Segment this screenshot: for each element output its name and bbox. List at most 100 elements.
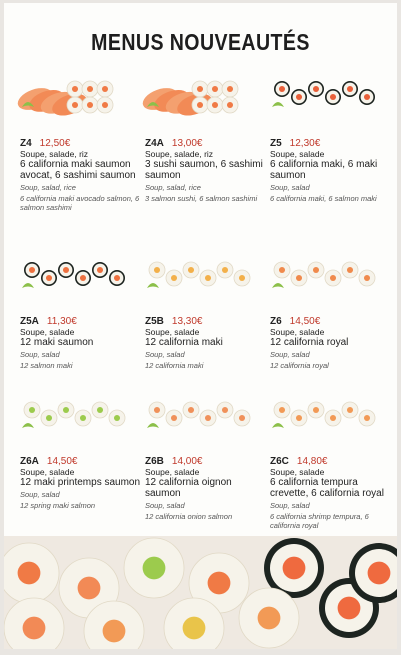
item-base: Soupe, salade [270, 149, 325, 159]
food-shape [363, 274, 371, 282]
item-base: Soupe, salade [270, 467, 325, 477]
english-text: 12 salmon maki [20, 361, 73, 370]
item-price: 11,30€ [46, 316, 77, 327]
english-text: Soup, salad [145, 501, 185, 510]
item-base: Soupe, salade, riz [20, 149, 89, 159]
food-shape [142, 556, 166, 580]
menu-item: Z4 12,50€ Soupe, salade, riz 6 california m… [20, 138, 142, 212]
english-block: Soup, salad 6 california shrimp tempura, … [270, 501, 392, 530]
food-shape [196, 85, 204, 93]
english-text: 3 salmon sushi, 6 salmon sashimi [145, 194, 258, 203]
food-shape [278, 266, 286, 274]
item-price: 13,30€ [171, 316, 203, 327]
english-text: Soup, salad, rice [145, 183, 201, 192]
item-base: Soupe, salade [145, 467, 200, 477]
item-dish: 6 california maki, 6 maki saumon [270, 159, 378, 181]
food-photos [4, 80, 397, 649]
food-shape [282, 556, 306, 580]
food-shape [278, 85, 286, 93]
food-shape [182, 616, 206, 640]
item-header: Z4A 13,00€ [145, 138, 267, 149]
food-shape [71, 101, 79, 109]
english-text: 12 california onion salmon [145, 512, 233, 521]
item-base: Soupe, salade [20, 327, 75, 337]
food-shape [77, 576, 101, 600]
item-price: 12,30€ [289, 138, 321, 149]
english-text: Soup, salad [20, 350, 60, 359]
food-shape [221, 406, 229, 414]
food-shape [96, 406, 104, 414]
food-shape [170, 414, 178, 422]
food-shape [153, 266, 161, 274]
food-shape [79, 414, 87, 422]
food-shape [102, 619, 126, 643]
item-code: Z5B [145, 316, 164, 327]
food-shape [238, 414, 246, 422]
english-text: 6 california shrimp tempura, 6 californi… [270, 512, 369, 530]
food-shape [346, 406, 354, 414]
item-price: 14,80€ [296, 456, 328, 467]
item-base: Soupe, salade [20, 467, 75, 477]
english-text: Soup, salad, rice [20, 183, 76, 192]
food-shape [101, 85, 109, 93]
food-shape [329, 93, 337, 101]
food-shape [312, 406, 320, 414]
english-block: Soup, salad 12 california onion salmon [145, 501, 267, 521]
english-block: Soup, salad 6 california maki, 6 salmon m… [270, 183, 392, 203]
food-shape [295, 274, 303, 282]
menu-item: Z4A 13,00€ Soupe, salade, riz 3 sushi saumo… [145, 138, 267, 203]
food-shape [278, 406, 286, 414]
food-shape [45, 414, 53, 422]
food-shape [204, 274, 212, 282]
food-shape [363, 414, 371, 422]
food-shape [204, 414, 212, 422]
food-shape [272, 102, 284, 107]
food-shape [329, 414, 337, 422]
food-shape [113, 414, 121, 422]
food-shape [62, 266, 70, 274]
food-shape [79, 274, 87, 282]
item-code: Z5A [20, 316, 39, 327]
food-shape [367, 561, 391, 585]
english-text: 6 california maki avocado salmon, 6 salm… [20, 194, 140, 212]
english-text: Soup, salad [270, 350, 310, 359]
food-shape [22, 283, 34, 288]
item-dish: 6 california tempura crevette, 6 califor… [270, 477, 384, 499]
food-shape [28, 266, 36, 274]
food-shape [211, 85, 219, 93]
food-shape [71, 85, 79, 93]
item-code: Z5 [270, 138, 282, 149]
item-header: Z6 14,50€ [270, 316, 392, 327]
food-shape [62, 406, 70, 414]
item-header: Z6B 14,00€ [145, 456, 267, 467]
food-shape [329, 274, 337, 282]
food-shape [226, 101, 234, 109]
food-shape [153, 406, 161, 414]
menu-item: Z6 14,50€ Soupe, salade 12 california royal… [270, 316, 392, 370]
food-shape [187, 266, 195, 274]
food-shape [312, 266, 320, 274]
english-text: Soup, salad [270, 183, 310, 192]
food-shape [272, 283, 284, 288]
item-price: 12,50€ [39, 138, 71, 149]
english-block: Soup, salad, rice 6 california maki avoca… [20, 183, 142, 212]
food-shape [22, 102, 34, 107]
menu-item: Z6A 14,50€ Soupe, salade 12 maki printemps … [20, 456, 142, 510]
food-shape [207, 571, 231, 595]
english-text: Soup, salad [145, 350, 185, 359]
item-price: 14,50€ [289, 316, 321, 327]
food-shape [86, 85, 94, 93]
item-code: Z6B [145, 456, 164, 467]
english-block: Soup, salad 12 california maki [145, 350, 267, 370]
food-shape [147, 423, 159, 428]
food-shape [101, 101, 109, 109]
item-dish: 6 california maki saumon avocat, 6 sashi… [20, 159, 136, 181]
food-shape [28, 406, 36, 414]
menu-item: Z5A 11,30€ Soupe, salade 12 maki saumon Soup… [20, 316, 142, 370]
item-dish: 12 california maki [145, 337, 223, 348]
food-shape [187, 406, 195, 414]
food-shape [86, 101, 94, 109]
menu-item: Z5 12,30€ Soupe, salade 6 california maki, … [270, 138, 392, 203]
item-dish: 12 california royal [270, 337, 349, 348]
english-block: Soup, salad 12 california royal [270, 350, 392, 370]
